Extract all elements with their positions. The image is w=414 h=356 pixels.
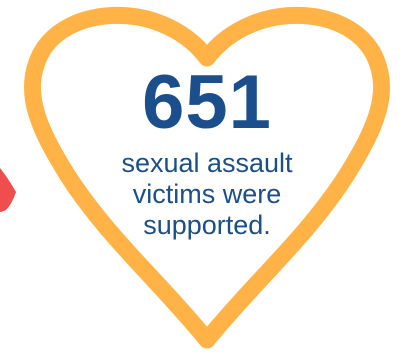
caption-line-3: supported.: [143, 210, 271, 240]
caption-line-1: sexual assault: [121, 148, 293, 178]
caption-line-2: victims were: [132, 179, 282, 209]
stat-caption: sexual assault victims were supported.: [107, 148, 307, 241]
heart-outline-icon: [24, 6, 390, 349]
stat-number: 651: [142, 60, 272, 145]
red-decorative-shape: [0, 168, 16, 212]
